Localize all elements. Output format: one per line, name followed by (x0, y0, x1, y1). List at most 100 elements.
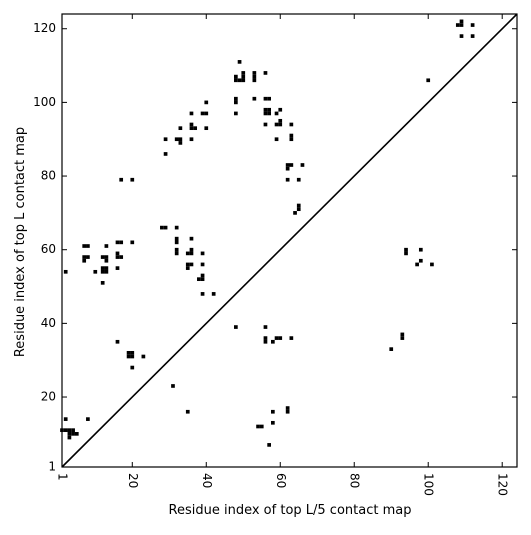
contact-point (115, 266, 120, 270)
contact-point (63, 428, 68, 433)
contact-point (126, 350, 131, 355)
contact-point (259, 424, 264, 429)
contact-point (274, 336, 279, 340)
contact-point (163, 137, 168, 142)
contact-point (185, 262, 190, 267)
contact-point (200, 111, 205, 116)
x-tick-label: 100 (422, 473, 436, 496)
contact-point (63, 269, 68, 274)
contact-point (263, 71, 268, 75)
contact-point (234, 96, 238, 101)
x-axis-label: Residue index of top L/5 contact map (169, 503, 412, 518)
contact-point (204, 111, 209, 116)
contact-point (285, 177, 290, 182)
contact-point (211, 292, 216, 296)
contact-points (60, 19, 475, 447)
contact-point (119, 255, 124, 259)
contact-point (185, 266, 190, 270)
contact-point (185, 251, 190, 256)
contact-point (189, 236, 194, 241)
contact-point (234, 74, 238, 79)
contact-point (204, 126, 209, 131)
contact-point (189, 251, 194, 256)
contact-point (293, 211, 297, 215)
contact-point (74, 432, 79, 436)
contact-point (267, 96, 271, 101)
contact-point (63, 417, 68, 421)
contact-point (163, 225, 168, 230)
contact-point (267, 107, 271, 112)
contact-point (285, 406, 290, 410)
x-tick-label: 1 (56, 473, 70, 481)
contact-point (241, 71, 246, 75)
contact-point (100, 281, 105, 285)
contact-point (104, 269, 109, 274)
contact-point (174, 251, 179, 256)
y-axis-label: Residue index of top L contact map (13, 127, 28, 357)
contact-point (237, 60, 242, 64)
contact-point (252, 71, 257, 75)
contact-point (130, 354, 135, 359)
contact-point (289, 122, 294, 127)
contact-point (119, 240, 124, 245)
contact-point (278, 118, 283, 123)
contact-point (278, 107, 283, 112)
contact-point (278, 336, 283, 340)
contact-point (459, 34, 464, 38)
contact-point (86, 255, 90, 259)
contact-point (115, 251, 120, 256)
contact-point (163, 152, 168, 156)
contact-point (274, 111, 279, 116)
contact-point (418, 258, 423, 263)
contact-point (126, 354, 131, 359)
contact-point (289, 133, 294, 138)
contact-point (82, 244, 87, 248)
x-tick-label: 20 (126, 473, 140, 488)
contact-point (404, 247, 408, 252)
contact-point (234, 78, 238, 83)
plot-frame (61, 13, 518, 468)
contact-point (404, 251, 408, 256)
x-tick-label: 40 (200, 473, 214, 488)
contact-point (119, 177, 124, 182)
contact-point (189, 137, 194, 142)
contact-point (418, 247, 423, 252)
contact-point (241, 78, 246, 83)
contact-point (426, 78, 431, 83)
contact-point (274, 137, 279, 142)
contact-point (67, 432, 72, 436)
contact-point (200, 277, 205, 282)
contact-point (459, 19, 464, 24)
contact-point (130, 350, 135, 355)
contact-point (178, 126, 183, 131)
contact-point (271, 339, 275, 344)
contact-point (267, 111, 271, 116)
contact-point (263, 122, 268, 127)
contact-point (115, 255, 120, 259)
contact-point (289, 163, 294, 167)
contact-point (200, 273, 205, 278)
contact-point (252, 96, 257, 101)
contact-point (455, 23, 460, 27)
y-tick-label: 40 (41, 316, 56, 330)
contact-point (130, 365, 135, 370)
contact-point (86, 417, 90, 421)
contact-point (200, 292, 205, 296)
contact-point (174, 137, 179, 142)
contact-point (274, 122, 279, 127)
contact-point (415, 262, 419, 267)
contact-point (189, 247, 194, 252)
contact-point (160, 225, 164, 230)
contact-point (300, 163, 305, 167)
contact-point (285, 163, 290, 167)
contact-point (285, 166, 290, 171)
contact-point (200, 251, 205, 256)
contact-point (234, 111, 238, 116)
contact-point (263, 96, 268, 101)
contact-point (252, 74, 257, 79)
contact-point (296, 177, 301, 182)
contact-point (389, 347, 394, 351)
contact-point (400, 336, 405, 340)
y-tick-label: 80 (41, 169, 56, 183)
